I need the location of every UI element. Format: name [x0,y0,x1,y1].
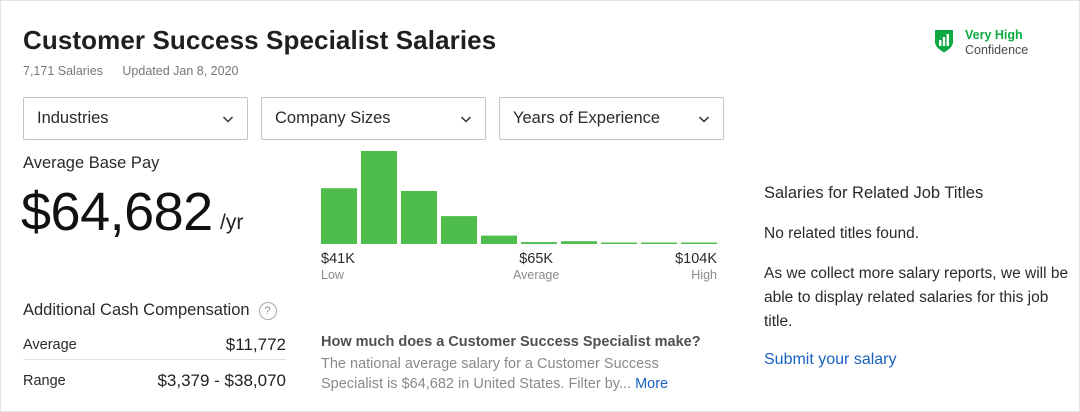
chevron-down-icon [222,115,234,123]
faq-question: How much does a Customer Success Special… [321,334,701,350]
confidence-badge: Very High Confidence [933,28,1028,58]
submit-salary-link[interactable]: Submit your salary [764,351,897,368]
histogram-bar [641,242,677,244]
salary-histogram [321,151,717,244]
histogram-bar [601,242,637,244]
years-of-experience-dropdown-label: Years of Experience [513,109,661,127]
row-divider [23,359,286,360]
histogram-high-label: High [691,268,717,282]
histogram-bar [681,242,717,244]
average-base-pay-label: Average Base Pay [23,154,160,172]
histogram-bar [321,188,357,244]
company-sizes-dropdown[interactable]: Company Sizes [261,97,486,140]
histogram-low: $41K Low [321,251,355,282]
additional-cash-average-row: Average $11,772 [23,333,286,357]
salary-meta: 7,171 Salaries Updated Jan 8, 2020 [23,64,254,78]
related-titles-description: As we collect more salary reports, we wi… [764,265,1069,330]
histogram-bar [521,242,557,244]
additional-cash-title-text: Additional Cash Compensation [23,301,250,319]
additional-cash-average-value: $11,772 [225,335,286,354]
related-titles-heading: Salaries for Related Job Titles [764,184,984,202]
histogram-average-label: Average [513,268,560,282]
shield-chart-icon [935,30,953,53]
updated-date: Updated Jan 8, 2020 [122,64,239,78]
histogram-low-label: Low [321,268,344,282]
average-base-pay-value: $64,682 [21,182,213,242]
additional-cash-title: Additional Cash Compensation ? [23,301,277,320]
chevron-down-icon [460,115,472,123]
histogram-low-value: $41K [321,251,355,267]
page-title: Customer Success Specialist Salaries [23,25,497,55]
years-of-experience-dropdown[interactable]: Years of Experience [499,97,724,140]
salary-faq: How much does a Customer Success Special… [321,334,701,394]
histogram-bar [361,151,397,244]
industries-dropdown-label: Industries [37,109,109,127]
histogram-average: $65K Average [513,251,559,282]
additional-cash-range-label: Range [23,373,66,389]
confidence-level: Very High [965,28,1023,42]
histogram-high-value: $104K [675,251,717,267]
related-titles-empty: No related titles found. [764,225,920,242]
histogram-bar [441,216,477,244]
histogram-bar [481,235,517,244]
additional-cash-average-label: Average [23,337,77,353]
company-sizes-dropdown-label: Company Sizes [275,109,391,127]
histogram-bar [401,191,437,244]
related-job-titles: Salaries for Related Job Titles No relat… [764,184,1069,369]
faq-answer-text: The national average salary for a Custom… [321,356,659,392]
faq-answer: The national average salary for a Custom… [321,354,701,394]
additional-cash-range-value: $3,379 - $38,070 [157,371,286,390]
histogram-high: $104K High [675,251,717,282]
chevron-down-icon [698,115,710,123]
additional-cash-range-row: Range $3,379 - $38,070 [23,369,286,393]
histogram-average-value: $65K [519,251,554,267]
filter-bar: Industries Company Sizes Years of Experi… [23,97,724,140]
faq-more-link[interactable]: More [635,376,669,392]
histogram-bar [561,241,597,244]
confidence-label: Confidence [965,43,1029,57]
salary-count: 7,171 Salaries [23,64,103,78]
histogram-axis-labels: $41K Low $65K Average $104K High [321,251,717,287]
question-circle-icon[interactable]: ? [258,301,277,320]
industries-dropdown[interactable]: Industries [23,97,248,140]
pay-period-unit: /yr [220,211,244,234]
